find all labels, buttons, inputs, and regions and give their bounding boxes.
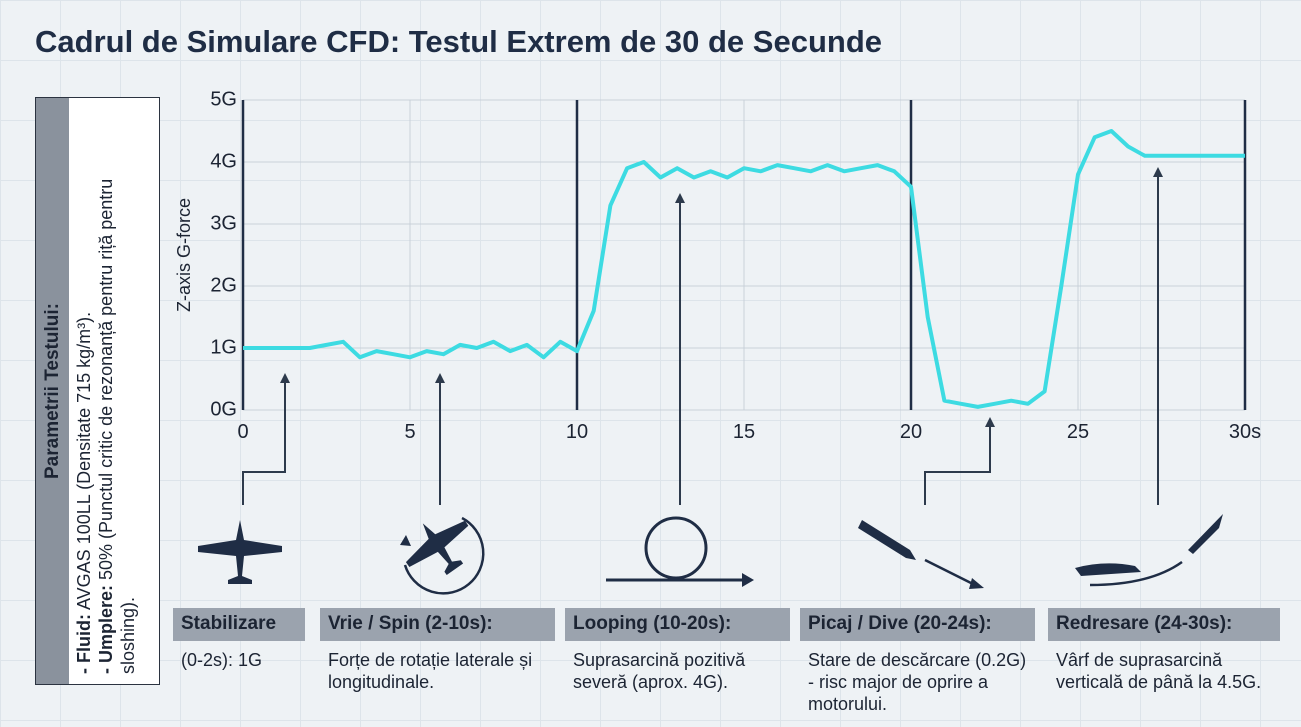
y-axis-label: Z-axis G-force [174,198,194,312]
y-tick-label: 2G [210,274,237,296]
dive-icon [858,520,916,560]
arrows [242,167,1163,505]
phase-label: Stabilizare [173,608,305,641]
x-tick-label: 0 [237,421,248,443]
phase-text: Forțe de rotație laterale și longitudina… [328,650,533,692]
y-tick-label: 1G [210,336,237,358]
phase-text: Suprasarcină pozitivă severă (aprox. 4G)… [573,650,746,692]
x-tick-label: 15 [733,421,755,443]
dive-arrowhead [969,578,984,589]
dive-line [924,558,976,587]
y-tick-label: 0G [210,398,237,420]
phase: Stabilizare (0-2s): 1G [173,608,305,671]
spin-icon [405,520,469,576]
arrow [924,417,995,505]
phase-text: Vârf de suprasarcină verticală de până l… [1056,650,1262,692]
phase: Redresare (24-30s): Vârf de suprasarcină … [1048,608,1280,693]
phase-label: Picaj / Dive (20-24s): [800,608,1035,641]
spin-arc [403,516,485,595]
x-tick-label: 10 [566,421,588,443]
phase-text: (0-2s): 1G [181,650,263,670]
recovery-line [1089,560,1183,587]
x-tick-label: 5 [404,421,415,443]
phase-label: Looping (10-20s): [565,608,790,641]
y-tick-label: 4G [210,150,237,172]
phase: Vrie / Spin (2-10s): Forțe de rotație lat… [320,608,555,693]
phase-text: Stare de descărcare (0.2G) - risc major … [808,650,1027,714]
phase: Looping (10-20s): Suprasarcină pozitivă s… [565,608,790,693]
loop-icon [644,516,708,580]
phase-label: Vrie / Spin (2-10s): [320,608,555,641]
x-tick-label: 30s [1229,421,1261,443]
arrow [242,373,290,505]
data-line [243,129,1245,409]
icons [198,514,1223,595]
plot: 0G 1G 2G 3G 4G 5G 0 5 10 15 20 25 30s Z-axis G-force [174,88,1261,443]
recovery-plane [1188,514,1223,554]
title: Cadrul de Simulare CFD: Testul Extrem de… [35,24,882,59]
phase-label: Redresare (24-30s): [1048,608,1280,641]
spin-arrowhead [400,535,411,546]
y-tick-label: 5G [210,88,237,110]
loop-arrowhead [742,573,754,587]
plane-icon [198,520,282,584]
y-tick-label: 3G [210,212,237,234]
x-tick-label: 25 [1067,421,1089,443]
x-tick-label: 20 [900,421,922,443]
phase: Picaj / Dive (20-24s): Stare de descărcar… [800,608,1035,715]
recovery-icon [1075,563,1141,576]
